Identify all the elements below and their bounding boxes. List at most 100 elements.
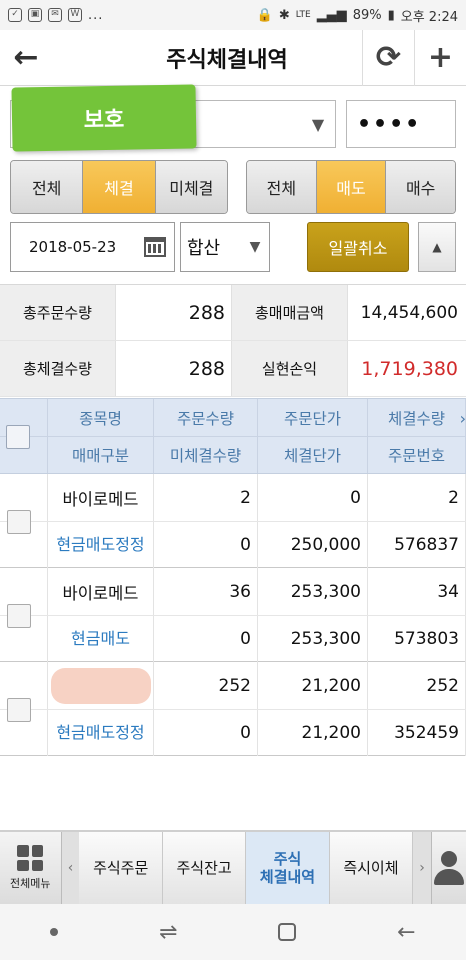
order-qty: 2 (154, 474, 258, 521)
order-no: 352459 (368, 710, 466, 756)
all-menu-button[interactable]: 전체메뉴 (0, 832, 62, 904)
trade-type: 현금매도정정 (48, 522, 154, 568)
exec-price: 21,200 (258, 710, 368, 756)
realized-pl-label: 실현손익 (232, 341, 348, 396)
order-price: 253,300 (258, 568, 368, 615)
row-checkbox[interactable] (7, 510, 31, 534)
chevron-right-icon[interactable]: › (413, 832, 432, 904)
order-qty: 36 (154, 568, 258, 615)
account-row: ▼ 보호 •••• (10, 84, 456, 152)
back-icon[interactable]: ← (397, 919, 416, 945)
grid-menu-icon (17, 845, 44, 871)
bottom-nav: 전체메뉴 ‹ 주식주문 주식잔고 주식 체결내역 즉시이체 › (0, 830, 466, 904)
unfilled-qty: 0 (154, 616, 258, 662)
header-trade-type: 매매구분 (48, 437, 154, 473)
header-exec-qty: 체결수량 (368, 399, 466, 436)
exec-qty: 252 (368, 662, 466, 709)
lock-icon: 🔒 (256, 7, 273, 23)
nav-dot-icon[interactable] (50, 928, 59, 936)
total-order-qty-label: 총주문수량 (0, 285, 116, 340)
add-button[interactable]: + (414, 29, 466, 86)
total-trade-amount: 14,454,600 (360, 302, 458, 323)
caret-up-icon: ▲ (432, 240, 442, 254)
trade-type: 현금매도 (48, 616, 154, 662)
chevron-down-icon: ▼ (249, 239, 261, 255)
header-exec-price: 체결단가 (258, 437, 368, 473)
realized-pl: 1,719,380 (361, 357, 458, 380)
header-order-price: 주문단가 (258, 399, 368, 436)
status-bar: ✓ ▣ ✉ W ... 🔒 ✱ LTE ▂▄▆ 89% ▮ 오후 2:24 (0, 0, 466, 30)
header-unfilled-qty: 미체결수량 (154, 437, 258, 473)
unfilled-qty: 0 (154, 522, 258, 568)
exec-qty: 2 (368, 474, 466, 521)
side-filter: 전체 매도 매수 (246, 160, 456, 214)
filter-side-buy[interactable]: 매수 (386, 161, 455, 213)
total-exec-qty-label: 총체결수량 (0, 341, 116, 396)
header-order-no: 주문번호 (368, 437, 466, 473)
filter-side-sell[interactable]: 매도 (316, 161, 387, 213)
table-row[interactable]: 252 21,200 252 현금매도정정 0 21,200 352459 (0, 662, 466, 756)
table-row[interactable]: 바이로메드 2 0 2 현금매도정정 0 250,000 576837 (0, 474, 466, 568)
mode-value: 합산 (187, 238, 221, 259)
order-no: 576837 (368, 522, 466, 568)
message-icon: ✉ (48, 8, 62, 22)
user-icon (432, 851, 466, 885)
stock-name: 바이로메드 (48, 568, 154, 615)
recents-icon[interactable]: ⇌ (159, 919, 178, 945)
header-stock-name: 종목명 (48, 399, 154, 436)
stock-name: 바이로메드 (48, 474, 154, 521)
stock-name-redacted (48, 662, 154, 709)
app-w-icon: W (68, 8, 82, 22)
chevron-right-icon[interactable]: › (459, 409, 466, 428)
order-no: 573803 (368, 616, 466, 662)
filter-exec-unfilled[interactable]: 미체결 (155, 161, 227, 213)
home-icon[interactable] (278, 923, 297, 941)
plus-icon: + (427, 40, 454, 75)
execution-filter: 전체 체결 미체결 (10, 160, 228, 214)
back-arrow-icon: ← (13, 40, 39, 75)
profile-button[interactable] (431, 832, 466, 904)
gallery-icon: ▣ (28, 8, 42, 22)
filter-exec-filled[interactable]: 체결 (83, 161, 156, 213)
back-button[interactable]: ← (0, 30, 52, 86)
date-input[interactable]: 2018-05-23 (10, 222, 175, 272)
tab-stock-order[interactable]: 주식주문 (79, 832, 163, 904)
refresh-icon: ⟳ (375, 40, 402, 75)
tab-stock-balance[interactable]: 주식잔고 (162, 832, 247, 904)
execution-table: 종목명 주문수량 주문단가 체결수량 매매구분 미체결수량 체결단가 주문번호 … (0, 398, 466, 756)
unfilled-qty: 0 (154, 710, 258, 756)
chevron-down-icon: ▼ (311, 114, 325, 134)
chevron-left-icon[interactable]: ‹ (61, 832, 80, 904)
row-checkbox[interactable] (7, 604, 31, 628)
tab-stock-executions[interactable]: 주식 체결내역 (246, 832, 330, 904)
trade-type: 현금매도정정 (48, 710, 154, 756)
more-notifications: ... (88, 7, 104, 23)
clock: 오후 2:24 (400, 9, 458, 25)
filter-exec-all[interactable]: 전체 (11, 161, 84, 213)
battery-icon: ▮ (387, 7, 395, 23)
order-qty: 252 (154, 662, 258, 709)
table-header: 종목명 주문수량 주문단가 체결수량 매매구분 미체결수량 체결단가 주문번호 … (0, 398, 466, 474)
exec-price: 253,300 (258, 616, 368, 662)
page-title: 주식체결내역 (166, 47, 288, 73)
summary-panel: 총주문수량 288 총매매금액 14,454,600 총체결수량 288 실현손… (0, 284, 466, 397)
row-checkbox[interactable] (7, 698, 31, 722)
scroll-up-button[interactable]: ▲ (418, 222, 456, 272)
password-field[interactable]: •••• (346, 100, 456, 148)
account-mask-sticker: 보호 (11, 84, 197, 152)
mode-select[interactable]: 합산 ▼ (180, 222, 270, 272)
notification-icon: ✓ (8, 8, 22, 22)
bluetooth-icon: ✱ (278, 7, 290, 23)
filter-side-all[interactable]: 전체 (247, 161, 317, 213)
total-exec-qty: 288 (116, 341, 232, 396)
calendar-icon[interactable] (144, 237, 166, 257)
redaction-mask (50, 667, 151, 704)
tab-instant-transfer[interactable]: 즉시이체 (329, 832, 414, 904)
refresh-button[interactable]: ⟳ (362, 29, 414, 86)
total-order-qty: 288 (116, 285, 232, 340)
network-label: LTE (295, 10, 311, 20)
select-all-checkbox[interactable] (6, 425, 30, 449)
cancel-all-button[interactable]: 일괄취소 (307, 222, 409, 272)
order-price: 0 (258, 474, 368, 521)
table-row[interactable]: 바이로메드 36 253,300 34 현금매도 0 253,300 57380… (0, 568, 466, 662)
